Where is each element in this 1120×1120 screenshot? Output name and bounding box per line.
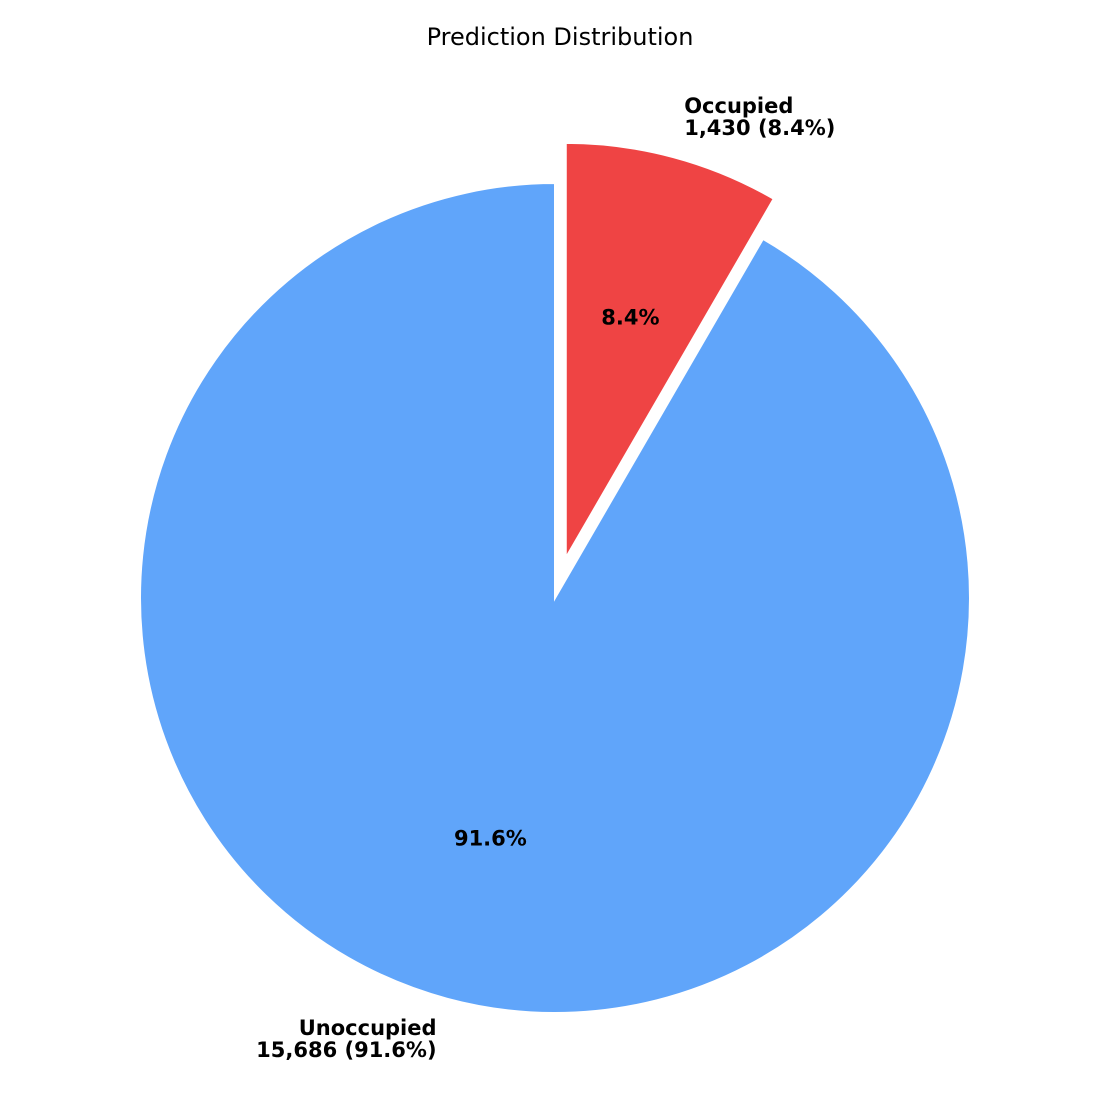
pie-slice-occupied — [564, 141, 776, 562]
pie-outer-label-unoccupied: Unoccupied 15,686 (91.6%) — [256, 1016, 436, 1062]
pie-outer-label-value: 15,686 (91.6%) — [256, 1038, 436, 1062]
pie-outer-label-value: 1,430 (8.4%) — [684, 116, 835, 140]
pie-slices — [139, 141, 971, 1014]
pie-slice-unoccupied — [139, 181, 971, 1014]
pie-outer-label-name: Occupied — [684, 94, 793, 118]
pie-percent-label-unoccupied: 91.6% — [454, 826, 527, 850]
pie-outer-label-occupied: Occupied 1,430 (8.4%) — [684, 94, 835, 140]
chart-title: Prediction Distribution — [427, 23, 694, 51]
pie-percent-label-occupied: 8.4% — [601, 305, 659, 329]
pie-outer-label-name: Unoccupied — [299, 1016, 437, 1040]
pie-labels: 8.4%Occupied 1,430 (8.4%)91.6%Unoccupied 1… — [256, 94, 835, 1062]
